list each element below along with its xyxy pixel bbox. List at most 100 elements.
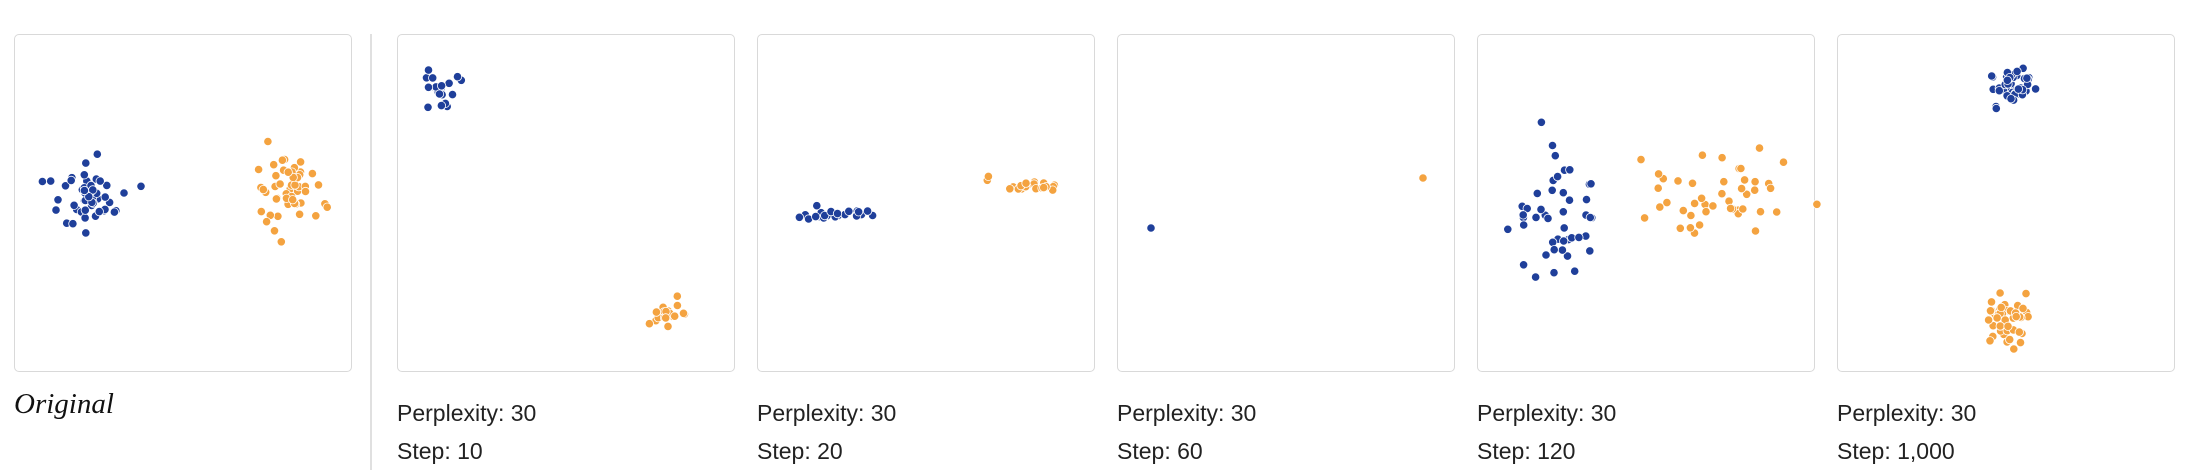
original-plot: [14, 34, 352, 372]
point-cluster-a: [60, 181, 71, 191]
point-cluster-b: [2009, 344, 2019, 354]
point-cluster-a: [37, 176, 48, 187]
point-cluster-b: [263, 136, 273, 147]
point-cluster-b: [1697, 150, 1707, 160]
tsne-scatter-4: [1503, 117, 1822, 282]
caption-step-1000: Perplexity: 30 Step: 1,000: [1837, 394, 1976, 470]
point-cluster-b: [1736, 163, 1746, 174]
point-cluster-a: [51, 205, 61, 215]
point-cluster-b: [1653, 183, 1663, 193]
point-cluster-a: [1558, 207, 1568, 217]
point-cluster-a: [832, 209, 843, 219]
point-cluster-a: [794, 212, 805, 222]
point-cluster-b: [1755, 207, 1766, 217]
point-cluster-b: [1995, 321, 2005, 331]
point-cluster-b: [295, 157, 306, 167]
point-cluster-b: [283, 167, 293, 177]
point-cluster-a: [1530, 272, 1541, 282]
point-cluster-b: [1739, 175, 1750, 185]
point-cluster-a: [1559, 236, 1569, 246]
point-cluster-b: [1690, 198, 1700, 208]
point-cluster-b: [1754, 143, 1765, 153]
point-cluster-b: [2021, 289, 2031, 299]
point-cluster-a: [423, 102, 433, 112]
step-label: Step: 20: [757, 438, 843, 464]
point-cluster-b: [1726, 203, 1736, 213]
point-cluster-a: [1536, 204, 1546, 214]
point-cluster-b: [644, 319, 654, 329]
point-cluster-a: [2013, 84, 2023, 94]
point-cluster-a: [452, 72, 463, 82]
point-cluster-b: [1995, 288, 2005, 298]
perplexity-label: Perplexity: 30: [757, 400, 897, 426]
point-cluster-a: [1574, 232, 1584, 242]
point-cluster-b: [2003, 321, 2013, 331]
point-cluster-b: [269, 160, 279, 170]
point-cluster-b: [275, 179, 285, 189]
point-cluster-b: [313, 180, 324, 190]
point-cluster-b: [1636, 155, 1646, 165]
point-cluster-b: [1655, 202, 1665, 212]
point-cluster-b: [2018, 303, 2028, 313]
caption-step-120: Perplexity: 30 Step: 120: [1477, 394, 1616, 470]
point-cluster-a: [1549, 245, 1559, 255]
point-cluster-b: [300, 186, 311, 197]
point-cluster-a: [1519, 220, 1529, 230]
point-cluster-b: [1986, 297, 1997, 307]
point-cluster-a: [1518, 210, 1528, 220]
point-cluster-a: [1547, 185, 1557, 195]
point-cluster-b: [1985, 306, 1996, 316]
point-cluster-b: [1039, 183, 1049, 193]
point-cluster-a: [812, 201, 822, 211]
point-cluster-b: [1772, 207, 1782, 217]
point-cluster-a: [1553, 172, 1563, 182]
point-cluster-b: [672, 291, 682, 301]
caption-step-20: Perplexity: 30 Step: 20: [757, 394, 896, 470]
point-cluster-b: [276, 237, 286, 247]
point-cluster-a: [1562, 251, 1573, 261]
point-cluster-a: [92, 149, 102, 159]
point-cluster-a: [2002, 75, 2012, 85]
tsne-scatter-3: [1146, 173, 1428, 233]
point-cluster-a: [2012, 66, 2022, 77]
point-cluster-b: [1701, 207, 1711, 217]
point-cluster-b: [672, 300, 682, 311]
point-cluster-a: [1146, 223, 1156, 233]
point-cluster-a: [423, 65, 434, 75]
step-label: Step: 1,000: [1837, 438, 1955, 464]
point-cluster-a: [95, 176, 105, 186]
point-cluster-a: [1548, 237, 1558, 247]
point-cluster-a: [1532, 188, 1542, 198]
point-cluster-a: [1549, 268, 1559, 278]
point-cluster-b: [271, 171, 281, 181]
original-scatter: [37, 136, 332, 247]
point-cluster-a: [2006, 94, 2016, 104]
point-cluster-a: [1557, 245, 1568, 255]
original-label: Original: [14, 388, 114, 420]
point-cluster-b: [1778, 157, 1789, 167]
point-cluster-b: [1750, 177, 1760, 187]
point-cluster-b: [1750, 226, 1761, 236]
point-cluster-a: [80, 213, 90, 223]
point-cluster-a: [69, 200, 79, 210]
divider: [370, 34, 372, 470]
point-cluster-a: [844, 206, 854, 216]
point-cluster-a: [119, 188, 129, 198]
point-cluster-a: [2031, 84, 2041, 94]
point-cluster-a: [811, 212, 821, 222]
point-cluster-b: [262, 217, 272, 227]
point-cluster-b: [1640, 213, 1650, 223]
point-cluster-b: [269, 226, 280, 236]
point-cluster-a: [1543, 213, 1553, 223]
point-cluster-b: [1736, 184, 1747, 194]
tsne-scatter-5: [1983, 63, 2041, 354]
point-cluster-a: [434, 89, 445, 99]
point-cluster-a: [80, 205, 90, 215]
point-cluster-a: [1565, 165, 1575, 175]
tsne-plot-step-10: [397, 34, 735, 372]
tsne-plot-step-120: [1477, 34, 1822, 372]
point-cluster-b: [1719, 177, 1729, 187]
point-cluster-b: [1996, 302, 2006, 312]
point-cluster-a: [81, 228, 91, 238]
point-cluster-b: [1717, 189, 1727, 199]
